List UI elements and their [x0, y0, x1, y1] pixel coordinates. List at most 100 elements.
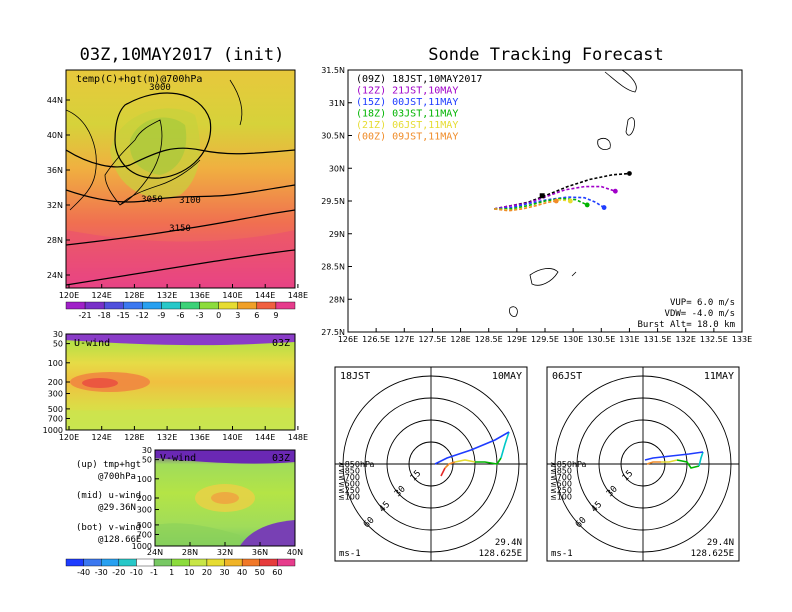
vwind-lat-ticks: 24N 28N 32N 36N 40N	[147, 542, 303, 557]
pressure-level-legend: ≤250	[550, 486, 572, 495]
pressure-tick-label: 500	[48, 405, 63, 414]
colorbar-label: 50	[255, 568, 265, 577]
legend-entry: (21Z) 06JST,11MAY	[356, 120, 458, 131]
pressure-tick-label: 200	[48, 378, 63, 387]
lat-tick-label: 32N	[217, 548, 233, 557]
colorbar-cell	[65, 558, 84, 567]
coastline	[229, 79, 243, 126]
coastline	[104, 119, 163, 206]
pressure-tick-label: 700	[137, 530, 152, 539]
legend-entry: (12Z) 21JST,10MAY	[356, 86, 458, 97]
map-lon-ticks: 120E 124E 128E 132E 136E 140E 144E 148E	[59, 284, 308, 300]
colorbar-cell	[241, 558, 260, 567]
colorbar-cell	[83, 558, 102, 567]
pressure-tick-label: 1000	[132, 542, 152, 551]
track-panel: 31.5N 31N 30.5N 30N 29.5N 29N 28.5N 28N 27.5N 12…	[321, 66, 752, 344]
colorbar-label: 60	[272, 568, 282, 577]
lat-tick-label: 28N	[182, 548, 198, 557]
colorbar-label: -15	[117, 311, 130, 320]
vwind-lower	[240, 520, 295, 546]
hodo-lon: 128.625E	[691, 549, 734, 559]
lon-tick-label: 127E	[394, 335, 414, 344]
colorbar-label: -10	[130, 568, 143, 577]
legend-entry: (15Z) 00JST,11MAY	[356, 97, 458, 108]
temp-map-panel: temp(C)+hgt(m)@700hPa 3000 3050 3100 315…	[47, 69, 308, 300]
contour-label: 3100	[179, 196, 201, 206]
legend-entry: (18Z) 03JST,11MAY	[356, 109, 458, 120]
colorbar-label: -6	[177, 311, 185, 320]
contour-label: 3050	[141, 195, 163, 205]
lon-tick-label: 129E	[507, 335, 527, 344]
hodo-trace	[444, 461, 456, 469]
hodo-date: 11MAY	[704, 371, 734, 382]
colorbar-cell	[199, 301, 219, 310]
lat-tick-label: 40N	[287, 548, 303, 557]
lat-tick-label: 29N	[329, 230, 345, 239]
island-outline	[529, 268, 559, 286]
lon-tick-label: 144E	[255, 433, 275, 442]
colorbar-label: 1	[169, 568, 174, 577]
map-label: temp(C)+hgt(m)@700hPa	[76, 74, 202, 85]
colorbar-cell	[256, 301, 277, 310]
colorbar-label: -3	[196, 311, 204, 320]
vwind-label: V-wind	[160, 453, 196, 464]
hodo-lat: 29.4N	[707, 538, 734, 548]
pressure-tick-label: 1000	[43, 426, 63, 435]
colorbar-label: 3	[235, 311, 240, 320]
hodo-date: 10MAY	[492, 371, 522, 382]
contour-label: 3000	[149, 83, 171, 93]
lon-tick-label: 130E	[563, 335, 583, 344]
track-x-ticks: 126E 126.5E 127E 127.5E 128E 128.5E 129E 129.5E…	[338, 328, 752, 344]
hodo-units: ms-1	[339, 549, 361, 559]
colorbar-label: 6	[254, 311, 259, 320]
temp-colorbar: -21 -18 -15 -12 -9 -6 -3 0 3 6 9	[65, 301, 296, 320]
lat-tick-label: 30.5N	[321, 132, 345, 141]
hodo-trace	[500, 431, 510, 459]
lon-tick-label: 136E	[190, 291, 210, 300]
colorbar-label: 20	[202, 568, 212, 577]
hodo-trace	[454, 459, 476, 463]
contour-line	[66, 147, 295, 168]
track-line	[494, 200, 557, 212]
note-line: (mid) u-wind	[76, 491, 141, 501]
colorbar-cell	[101, 558, 120, 567]
note-line: (bot) v-wind	[76, 523, 141, 533]
colorbar-label: 40	[237, 568, 247, 577]
warm-band	[66, 230, 295, 288]
hodo-lat: 29.4N	[495, 538, 522, 548]
hodo-trace	[434, 431, 510, 465]
pressure-level-legend: ≤500	[550, 480, 572, 489]
lat-tick-label: 24N	[47, 271, 63, 280]
pressure-level-legend: ≤850	[550, 467, 572, 476]
colorbar-label: -18	[98, 311, 111, 320]
colorbar-label: 30	[219, 568, 229, 577]
colorbar-label: -40	[77, 568, 90, 577]
lon-tick-label: 132E	[157, 291, 177, 300]
colorbar-cell	[189, 558, 208, 567]
lon-tick-label: 128.5E	[475, 335, 503, 344]
coastline	[119, 159, 201, 206]
lon-tick-label: 131E	[619, 335, 639, 344]
contour-label: 3150	[169, 224, 191, 234]
colorbar-cell	[171, 558, 190, 567]
island-outline	[604, 70, 637, 93]
track-line	[494, 185, 616, 210]
track-legend: (09Z) 18JST,10MAY2017(12Z) 21JST,10MAY(1…	[356, 74, 482, 143]
lon-tick-label: 128E	[450, 335, 470, 344]
upper-layer	[66, 334, 295, 346]
colorbar-cell	[153, 558, 172, 567]
lon-tick-label: 126.5E	[362, 335, 390, 344]
uwind-lon-ticks: 120E 124E 128E 132E 136E 140E 144E 148E	[59, 426, 308, 442]
hodo-trace	[661, 459, 678, 463]
note-line: @128.66E	[98, 535, 141, 545]
pressure-tick-label: 200	[137, 494, 152, 503]
vwind-time: 03Z	[272, 453, 290, 464]
note-line: (up) tmp+hgt	[76, 460, 141, 470]
lon-tick-label: 144E	[255, 291, 275, 300]
lon-tick-label: 127.5E	[418, 335, 446, 344]
pressure-tick-label: 50	[142, 456, 152, 465]
lon-tick-label: 128E	[124, 291, 144, 300]
contour-line	[66, 209, 295, 246]
